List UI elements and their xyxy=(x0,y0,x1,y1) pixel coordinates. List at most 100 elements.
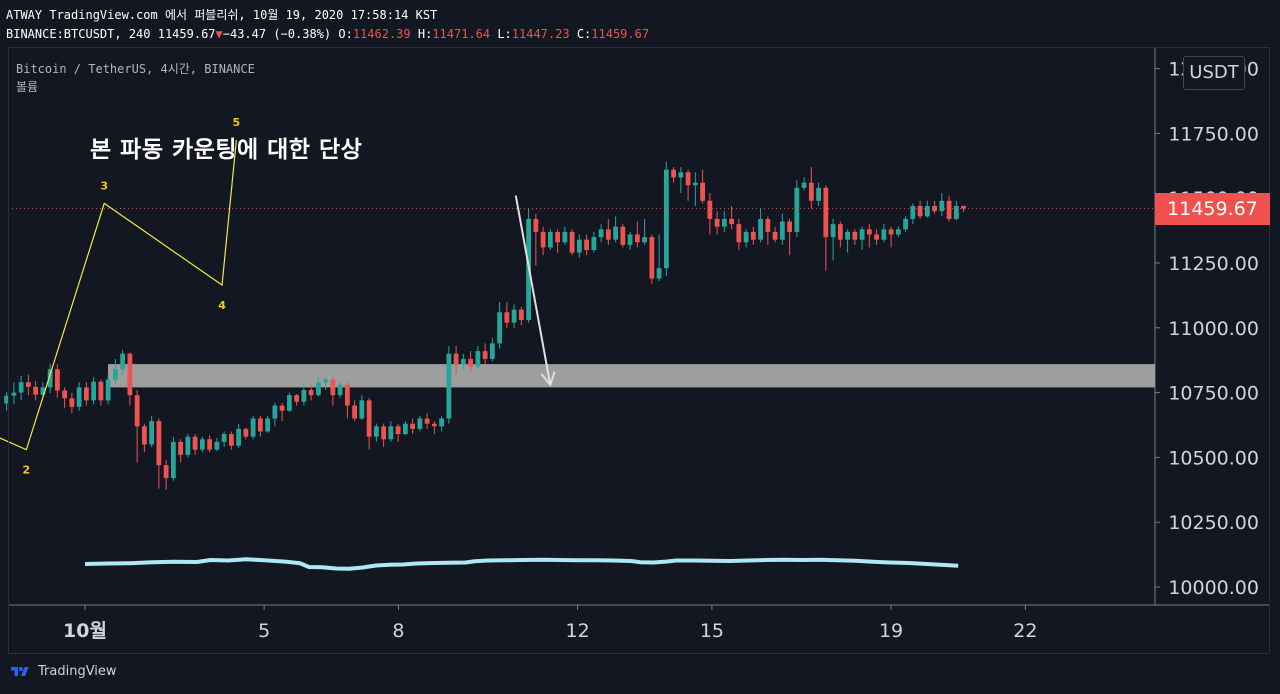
candle[interactable] xyxy=(569,229,575,256)
candle[interactable] xyxy=(555,229,561,253)
candle[interactable] xyxy=(69,392,75,414)
candle[interactable] xyxy=(859,226,865,251)
candle[interactable] xyxy=(613,216,619,243)
annotation-text[interactable]: 본 파동 카운팅에 대한 단상 xyxy=(90,137,363,163)
candle[interactable] xyxy=(127,352,133,406)
candle[interactable] xyxy=(134,390,140,463)
candle[interactable] xyxy=(301,384,307,406)
footer-branding[interactable]: TradingView xyxy=(8,664,117,679)
candle[interactable] xyxy=(272,402,278,427)
candle[interactable] xyxy=(330,377,336,406)
candle[interactable] xyxy=(402,421,408,436)
candle[interactable] xyxy=(700,169,705,204)
candle[interactable] xyxy=(214,437,220,451)
candle[interactable] xyxy=(192,434,198,455)
candle[interactable] xyxy=(243,427,249,440)
candle[interactable] xyxy=(497,301,503,349)
candle[interactable] xyxy=(207,435,213,453)
candle[interactable] xyxy=(323,377,329,391)
candle[interactable] xyxy=(953,200,959,221)
candle[interactable] xyxy=(431,421,437,435)
candle[interactable] xyxy=(359,395,365,420)
candle[interactable] xyxy=(83,382,89,406)
candle[interactable] xyxy=(344,382,350,419)
candle[interactable] xyxy=(178,439,184,463)
candle[interactable] xyxy=(779,213,785,245)
candle[interactable] xyxy=(961,205,966,212)
candle[interactable] xyxy=(141,423,147,453)
candle[interactable] xyxy=(671,167,676,183)
candle[interactable] xyxy=(924,200,930,218)
arrow-shaft[interactable] xyxy=(514,195,552,386)
candle[interactable] xyxy=(721,211,727,232)
chart-area[interactable]: 12345 12000.0011750.0011500.0011250.0011… xyxy=(0,44,1280,660)
candle[interactable] xyxy=(823,185,829,271)
candle[interactable] xyxy=(4,392,10,411)
candle[interactable] xyxy=(750,226,756,245)
candle[interactable] xyxy=(540,226,546,256)
candle[interactable] xyxy=(765,216,771,245)
candle[interactable] xyxy=(388,421,394,442)
candle[interactable] xyxy=(120,349,126,375)
candle[interactable] xyxy=(417,415,423,432)
candle[interactable] xyxy=(352,400,358,422)
candle[interactable] xyxy=(294,393,300,406)
candle[interactable] xyxy=(547,229,553,251)
candle[interactable] xyxy=(482,343,488,365)
candle[interactable] xyxy=(642,218,648,245)
legend-volume[interactable]: 볼륨 xyxy=(16,80,39,94)
candle[interactable] xyxy=(250,415,256,440)
candle[interactable] xyxy=(47,363,53,394)
candle[interactable] xyxy=(808,167,814,209)
candle[interactable] xyxy=(410,418,416,435)
candle[interactable] xyxy=(649,234,655,284)
candle[interactable] xyxy=(910,203,916,225)
candle[interactable] xyxy=(221,431,227,448)
candle[interactable] xyxy=(18,375,24,401)
candle[interactable] xyxy=(424,413,430,429)
candle[interactable] xyxy=(25,374,31,396)
currency-button[interactable]: USDT xyxy=(1183,56,1245,90)
chart-canvas[interactable]: 12345 12000.0011750.0011500.0011250.0011… xyxy=(0,44,1280,660)
candle[interactable] xyxy=(932,200,937,214)
candle[interactable] xyxy=(888,226,894,248)
candle[interactable] xyxy=(584,234,590,256)
candle[interactable] xyxy=(475,345,481,370)
candle[interactable] xyxy=(939,193,945,217)
candle[interactable] xyxy=(533,213,539,266)
candle[interactable] xyxy=(373,423,379,442)
candle[interactable] xyxy=(576,234,582,258)
candle[interactable] xyxy=(830,218,836,261)
candle[interactable] xyxy=(279,402,285,422)
candle[interactable] xyxy=(54,364,60,398)
candle[interactable] xyxy=(11,382,17,405)
candle[interactable] xyxy=(729,205,734,230)
candle[interactable] xyxy=(149,415,155,448)
legend-pair[interactable]: Bitcoin / TetherUS, 4시간, BINANCE xyxy=(16,62,255,76)
candle[interactable] xyxy=(801,177,807,191)
candle[interactable] xyxy=(881,224,887,243)
candle[interactable] xyxy=(707,193,713,235)
candle[interactable] xyxy=(337,382,343,398)
candle[interactable] xyxy=(257,415,263,437)
candle[interactable] xyxy=(76,382,82,411)
candle[interactable] xyxy=(895,226,901,238)
candle[interactable] xyxy=(656,234,662,282)
candle[interactable] xyxy=(105,374,111,405)
candle[interactable] xyxy=(395,423,401,442)
candle[interactable] xyxy=(816,182,821,206)
candle[interactable] xyxy=(453,345,459,375)
candle[interactable] xyxy=(98,379,104,406)
candle[interactable] xyxy=(511,304,517,328)
candle[interactable] xyxy=(286,392,292,413)
candle[interactable] xyxy=(170,436,176,481)
candle[interactable] xyxy=(40,382,46,398)
candle[interactable] xyxy=(489,338,495,362)
candle[interactable] xyxy=(381,423,387,448)
candle[interactable] xyxy=(605,218,611,245)
candle[interactable] xyxy=(468,351,474,372)
candle[interactable] xyxy=(787,218,792,256)
candle[interactable] xyxy=(518,307,524,326)
candle[interactable] xyxy=(308,384,314,401)
candle[interactable] xyxy=(903,216,908,232)
